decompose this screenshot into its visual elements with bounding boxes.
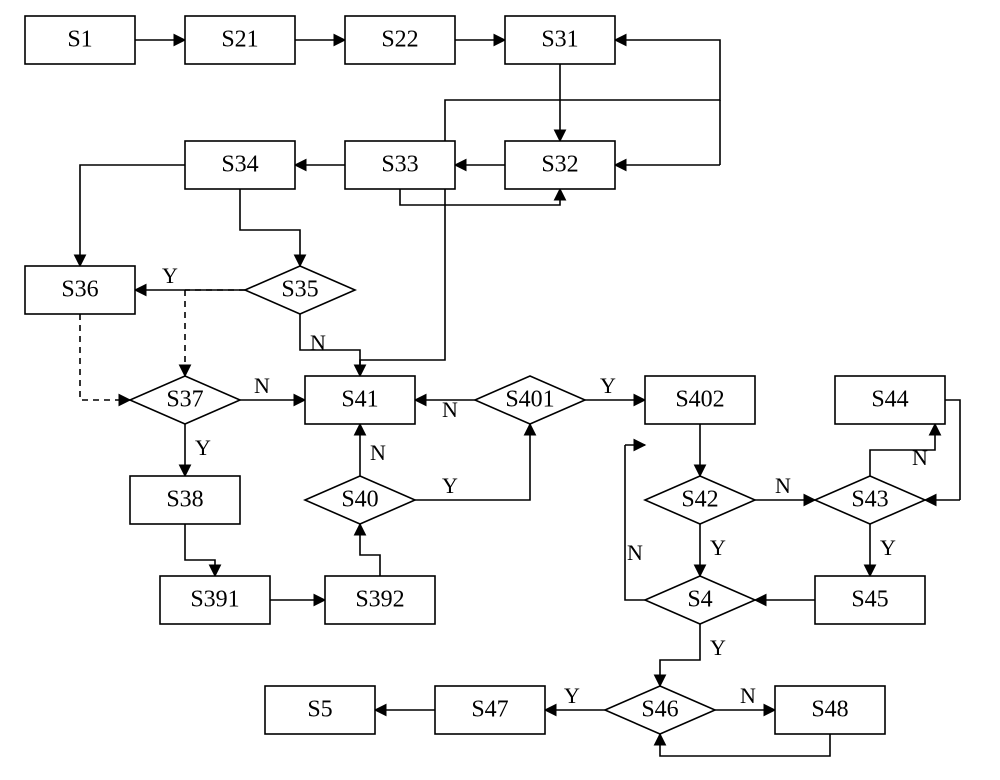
edge-label-S37-S38: Y [195, 435, 211, 460]
edge-S40-S401 [415, 424, 530, 500]
edge-label-S42-S43: N [775, 473, 791, 498]
node-label-S401: S401 [505, 387, 554, 413]
node-label-S44: S44 [871, 387, 908, 413]
edge-label-S401-S402: Y [600, 373, 616, 398]
node-S391: S391 [160, 576, 270, 624]
node-S32: S32 [505, 141, 615, 189]
node-S392: S392 [325, 576, 435, 624]
node-S47: S47 [435, 686, 545, 734]
edge-label-S40-S401: Y [442, 473, 458, 498]
node-S48: S48 [775, 686, 885, 734]
node-label-S41: S41 [341, 387, 378, 413]
edge-label-S46-S48: N [740, 683, 756, 708]
edge-S33-S32 [400, 189, 560, 205]
node-S34: S34 [185, 141, 295, 189]
node-label-S21: S21 [221, 27, 258, 53]
node-S5: S5 [265, 686, 375, 734]
node-S42: S42 [645, 476, 755, 524]
edge-label-S4-S46: Y [710, 635, 726, 660]
node-S22: S22 [345, 16, 455, 64]
node-S37: S37 [130, 376, 240, 424]
node-label-S391: S391 [190, 587, 239, 613]
node-label-S33: S33 [381, 152, 418, 178]
node-S40: S40 [305, 476, 415, 524]
node-label-S392: S392 [355, 587, 404, 613]
edge-S4-S46 [660, 624, 700, 686]
nodes-layer: S1 S21 S22 S31 S34 S33 S32 S36 S35 S37 S41 S401 S402… [25, 16, 945, 734]
edge-label-S43-S44: N [912, 445, 928, 470]
node-S4: S4 [645, 576, 755, 624]
flowchart-canvas: YNNYNYNYNYNYNYYNS1S21S22S31S34S33S32S36S… [0, 0, 1000, 780]
edge-label-S401-S41: N [442, 397, 458, 422]
node-S401: S401 [475, 376, 585, 424]
node-S45: S45 [815, 576, 925, 624]
node-label-S22: S22 [381, 27, 418, 53]
node-label-S40: S40 [341, 487, 378, 513]
edge-label-S40-S41: N [370, 440, 386, 465]
edge-S35-S41 [300, 314, 360, 376]
node-label-S37: S37 [166, 387, 203, 413]
node-label-S35: S35 [281, 277, 318, 303]
node-label-S32: S32 [541, 152, 578, 178]
node-label-S46: S46 [641, 697, 678, 723]
node-S41: S41 [305, 376, 415, 424]
edge-label-S35-S41: N [310, 330, 326, 355]
node-S31: S31 [505, 16, 615, 64]
node-S33: S33 [345, 141, 455, 189]
edge-S36-S37 [80, 314, 130, 400]
node-S44: S44 [835, 376, 945, 424]
node-S1: S1 [25, 16, 135, 64]
edge-S34-S35 [240, 189, 300, 266]
node-S402: S402 [645, 376, 755, 424]
node-S43: S43 [815, 476, 925, 524]
edge-S38-S391 [185, 524, 215, 576]
node-label-S4: S4 [687, 587, 712, 613]
edge-label-S42-S4: Y [710, 535, 726, 560]
node-S46: S46 [605, 686, 715, 734]
edge-S48-S46 [660, 734, 830, 756]
edge-S34-S36 [80, 165, 185, 266]
node-label-S31: S31 [541, 27, 578, 53]
node-S38: S38 [130, 476, 240, 524]
edge-label-S46-S47: Y [564, 683, 580, 708]
node-label-S5: S5 [307, 697, 332, 723]
node-label-S43: S43 [851, 487, 888, 513]
node-label-S34: S34 [221, 152, 258, 178]
node-label-S42: S42 [681, 487, 718, 513]
node-label-S38: S38 [166, 487, 203, 513]
node-label-S47: S47 [471, 697, 508, 723]
node-label-S45: S45 [851, 587, 888, 613]
edge-S392-S40 [360, 524, 380, 576]
edge-label-S35-S36: Y [162, 263, 178, 288]
edge-label-S4-S402left: N [627, 540, 643, 565]
node-label-S48: S48 [811, 697, 848, 723]
node-S36: S36 [25, 266, 135, 314]
node-label-S36: S36 [61, 277, 98, 303]
node-label-S402: S402 [675, 387, 724, 413]
node-label-S1: S1 [67, 27, 92, 53]
edge-S41-S31 [360, 40, 720, 376]
edge-label-S37-S41: N [254, 373, 270, 398]
node-S21: S21 [185, 16, 295, 64]
edge-label-S43-S45: Y [880, 535, 896, 560]
node-S35: S35 [245, 266, 355, 314]
